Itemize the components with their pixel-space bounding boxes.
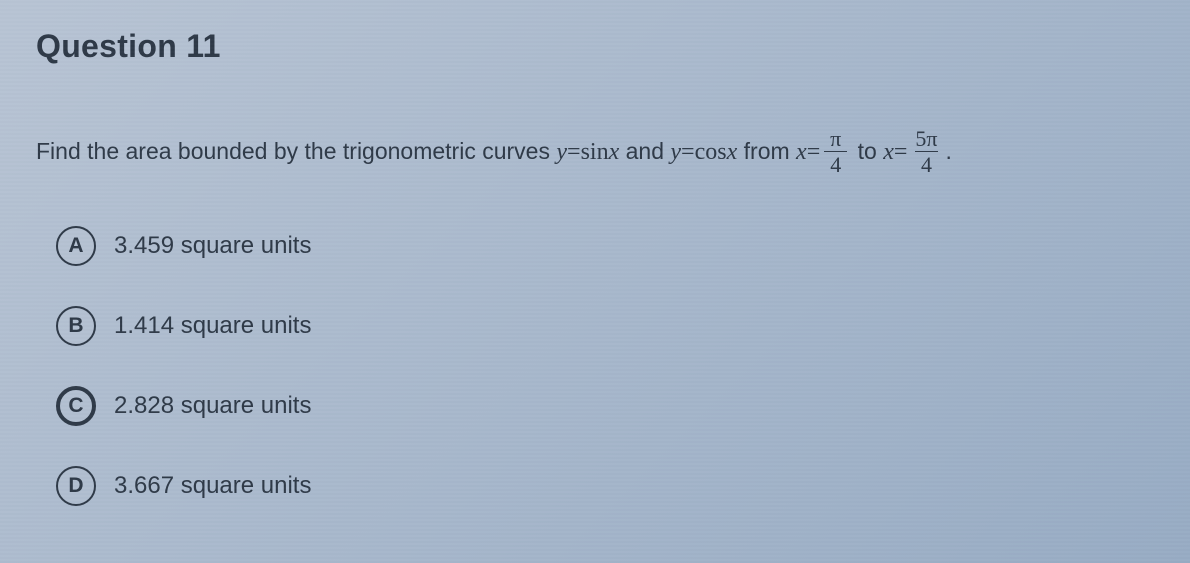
frac2-num: 5π: [911, 127, 941, 151]
prompt-tail: .: [946, 134, 952, 169]
option-b-bubble[interactable]: B: [56, 306, 96, 346]
prompt-from: from: [737, 134, 796, 169]
option-c-text: 2.828 square units: [114, 392, 311, 420]
question-prompt: Find the area bounded by the trigonometr…: [36, 127, 1154, 176]
eq2-equals: =: [681, 134, 695, 170]
frac1-num: π: [826, 127, 845, 151]
option-d-text: 3.667 square units: [114, 472, 311, 500]
x1-lhs: x: [796, 134, 807, 170]
eq2-var: x: [727, 134, 738, 170]
fraction-5pi-over-4: 5π 4: [911, 127, 941, 176]
prompt-lead: Find the area bounded by the trigonometr…: [36, 134, 556, 169]
question-title: Question 11: [36, 28, 1154, 65]
eq2-fn: cos: [695, 134, 727, 170]
option-b[interactable]: B 1.414 square units: [56, 306, 1154, 346]
option-d-bubble[interactable]: D: [56, 466, 96, 506]
options-list: A 3.459 square units B 1.414 square unit…: [36, 226, 1154, 506]
option-c[interactable]: C 2.828 square units: [56, 386, 1154, 426]
eq1-equals: =: [567, 134, 581, 170]
x1-equals: =: [807, 134, 821, 170]
eq1-var: x: [609, 134, 620, 170]
eq1-fn: sin: [581, 134, 609, 170]
x2-equals: =: [894, 134, 908, 170]
x2-lhs: x: [883, 134, 894, 170]
prompt-and: and: [619, 134, 670, 169]
option-c-bubble[interactable]: C: [56, 386, 96, 426]
option-d[interactable]: D 3.667 square units: [56, 466, 1154, 506]
option-a-text: 3.459 square units: [114, 232, 311, 260]
option-b-text: 1.414 square units: [114, 312, 311, 340]
frac1-den: 4: [824, 151, 847, 176]
eq1-lhs: y: [556, 134, 567, 170]
option-a[interactable]: A 3.459 square units: [56, 226, 1154, 266]
fraction-pi-over-4: π 4: [824, 127, 847, 176]
option-a-bubble[interactable]: A: [56, 226, 96, 266]
frac2-den: 4: [915, 151, 938, 176]
eq2-lhs: y: [670, 134, 681, 170]
prompt-to: to: [851, 134, 883, 169]
